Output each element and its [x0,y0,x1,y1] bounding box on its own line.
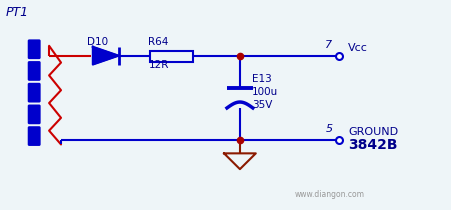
Text: 3842B: 3842B [348,138,398,152]
Text: Vcc: Vcc [348,43,368,53]
FancyBboxPatch shape [28,105,41,124]
Text: 7: 7 [325,40,332,50]
Text: D10: D10 [87,37,108,47]
FancyBboxPatch shape [28,126,41,146]
Polygon shape [93,47,119,64]
Text: GROUND: GROUND [348,127,398,136]
FancyBboxPatch shape [28,83,41,102]
Text: 12R: 12R [148,60,169,71]
FancyBboxPatch shape [28,61,41,81]
Text: 100u: 100u [252,87,278,97]
Text: 5: 5 [325,124,332,134]
FancyBboxPatch shape [28,39,41,59]
Bar [151,51,193,62]
Text: www.diangon.com: www.diangon.com [295,190,364,199]
Text: R64: R64 [148,37,169,47]
Text: E13: E13 [252,74,272,84]
Text: PT1: PT1 [5,6,28,19]
Text: 35V: 35V [252,100,272,110]
